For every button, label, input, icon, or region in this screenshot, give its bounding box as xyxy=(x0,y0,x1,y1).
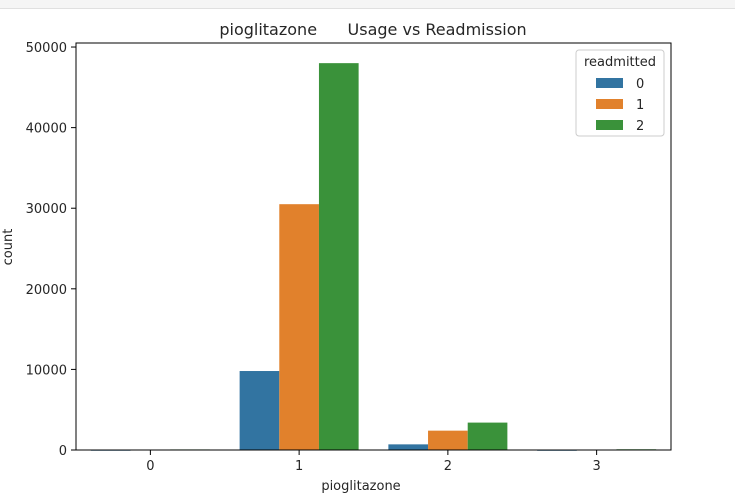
legend: readmitted 0 1 2 xyxy=(575,49,665,137)
legend-label-2: 2 xyxy=(636,119,644,134)
y-tick-label: 30000 xyxy=(26,202,67,217)
bars-group xyxy=(90,63,657,451)
legend-swatch-0 xyxy=(596,78,623,88)
y-axis: 0 10000 20000 30000 40000 50000 xyxy=(26,41,76,459)
bar-1-series-0 xyxy=(239,371,280,450)
x-tick-label: 1 xyxy=(295,459,303,474)
y-tick-label: 20000 xyxy=(26,283,67,298)
legend-box xyxy=(575,49,665,137)
legend-label-0: 0 xyxy=(636,77,644,92)
x-tick-label: 3 xyxy=(592,459,600,474)
x-axis-label: pioglitazone xyxy=(321,479,400,494)
bar-2-series-2 xyxy=(467,422,508,450)
plot-frame xyxy=(75,42,672,451)
bar-1-series-2 xyxy=(318,63,359,451)
legend-swatch-1 xyxy=(596,99,623,109)
bar-2-series-1 xyxy=(428,430,468,450)
y-tick-label: 50000 xyxy=(26,41,67,56)
x-tick-label: 0 xyxy=(146,459,154,474)
y-axis-label: count xyxy=(1,229,16,266)
legend-swatch-2 xyxy=(596,120,623,130)
bar-1-series-1 xyxy=(279,204,319,450)
x-axis: 0 1 2 3 xyxy=(146,450,601,474)
y-tick-label: 40000 xyxy=(26,122,67,137)
chart-title: pioglitazone Usage vs Readmission xyxy=(219,20,526,39)
bar-2-series-0 xyxy=(388,444,429,450)
x-tick-label: 2 xyxy=(444,459,452,474)
legend-title: readmitted xyxy=(584,55,656,70)
window-top-bar xyxy=(0,0,735,9)
legend-label-1: 1 xyxy=(636,98,644,113)
y-tick-label: 0 xyxy=(59,444,67,459)
y-tick-label: 10000 xyxy=(26,363,67,378)
